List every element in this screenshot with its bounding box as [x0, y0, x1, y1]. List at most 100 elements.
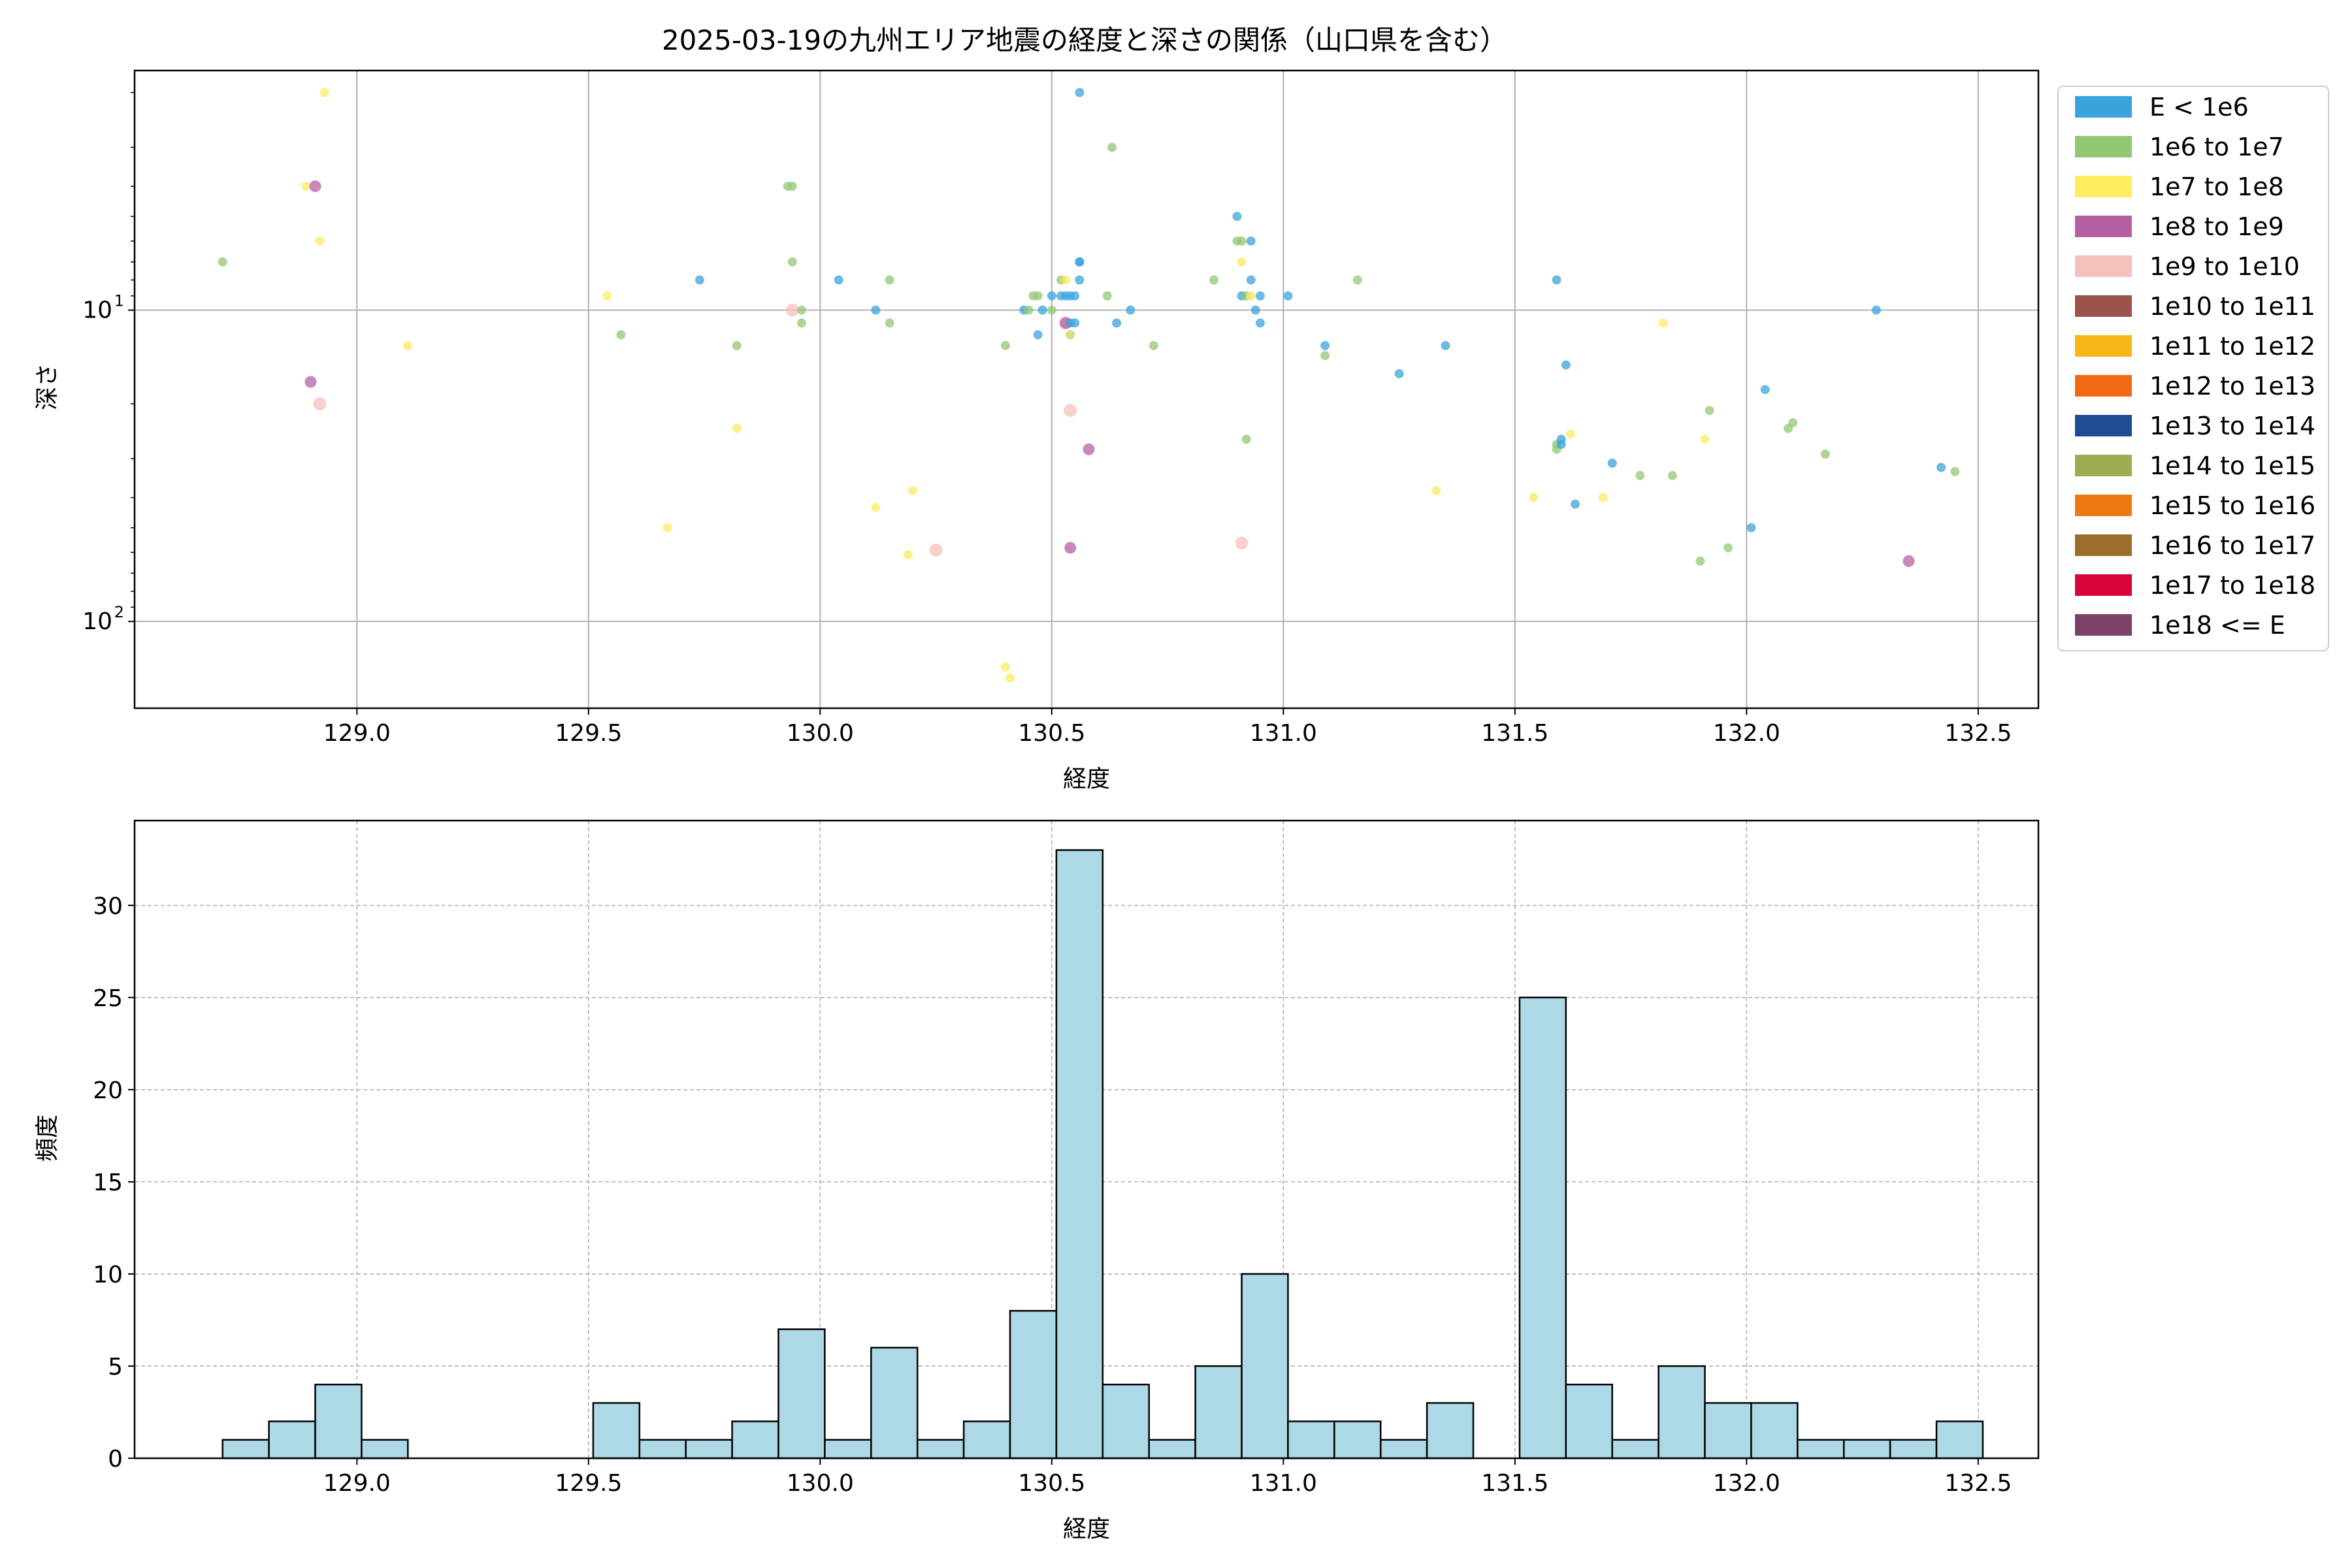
- scatter-point: [787, 182, 797, 191]
- energy-legend: E < 1e6 1e6 to 1e7 1e7 to 1e8 1e8 to 1e9 1e9…: [2057, 86, 2329, 651]
- scatter-point: [1760, 385, 1770, 395]
- scatter-point: [787, 257, 797, 267]
- histogram-bar: [1148, 1439, 1196, 1460]
- histogram-x-tick-label: 130.0: [787, 1470, 854, 1497]
- legend-swatch: [2075, 255, 2132, 277]
- scatter-y-tick-label: 10: [82, 608, 112, 635]
- legend-swatch: [2075, 335, 2132, 357]
- histogram-bar: [592, 1402, 641, 1460]
- histogram-bar: [1565, 1383, 1613, 1460]
- histogram-bar: [1611, 1439, 1659, 1460]
- scatter-point: [1246, 291, 1256, 301]
- legend-label: 1e13 to 1e14: [2149, 412, 2315, 440]
- scatter-point: [871, 502, 881, 512]
- scatter-point: [834, 275, 843, 285]
- histogram-y-tick-label: 5: [108, 1354, 123, 1380]
- histogram-bar: [1704, 1402, 1752, 1460]
- legend-label: 1e14 to 1e15: [2149, 451, 2315, 480]
- histogram-bar: [221, 1439, 270, 1460]
- legend-swatch: [2075, 216, 2132, 237]
- scatter-point: [313, 397, 327, 411]
- figure-title: 2025-03-19の九州エリア地震の経度と深さの関係（山口県を含む）: [662, 24, 1507, 56]
- scatter-points: [218, 88, 1960, 683]
- scatter-y-tick-exponent: 1: [114, 292, 124, 310]
- scatter-point: [1552, 275, 1561, 285]
- histogram-x-tick-label: 130.5: [1018, 1470, 1085, 1497]
- scatter-point: [1561, 360, 1571, 370]
- histogram-x-tick-label: 131.5: [1481, 1470, 1548, 1497]
- histogram-x-tick-label: 129.5: [555, 1470, 622, 1497]
- legend-swatch: [2075, 295, 2132, 317]
- histogram-bar: [1750, 1402, 1799, 1460]
- scatter-point: [1235, 536, 1249, 550]
- scatter-point: [1000, 662, 1010, 672]
- scatter-grid: [135, 71, 2038, 708]
- scatter-point: [1250, 305, 1260, 315]
- scatter-point: [1746, 523, 1756, 532]
- scatter-point: [1598, 493, 1608, 502]
- scatter-point: [1005, 673, 1015, 683]
- scatter-point: [1066, 330, 1075, 340]
- histogram-bar: [1889, 1439, 1938, 1460]
- scatter-point: [315, 236, 325, 246]
- scatter-point: [1047, 305, 1056, 315]
- scatter-point: [403, 340, 413, 350]
- scatter-x-axis-label: 経度: [1063, 766, 1110, 792]
- histogram-bar: [314, 1383, 363, 1460]
- histogram-bar: [1102, 1383, 1150, 1460]
- legend-swatch: [2075, 375, 2132, 397]
- scatter-point: [218, 257, 227, 267]
- legend-swatch: [2075, 176, 2132, 197]
- scatter-point: [1241, 434, 1251, 444]
- scatter-x-tick-label: 131.5: [1481, 720, 1548, 747]
- histogram-bars: [221, 849, 1984, 1460]
- legend-frame: [2057, 86, 2329, 651]
- scatter-point: [1565, 429, 1575, 439]
- scatter-point: [796, 305, 806, 315]
- histogram-bar: [962, 1420, 1011, 1460]
- scatter-point: [1232, 212, 1242, 221]
- scatter-point: [1061, 275, 1071, 285]
- scatter-point: [732, 340, 742, 350]
- scatter-point: [1320, 340, 1330, 350]
- scatter-x-tick-label: 130.5: [1018, 720, 1085, 747]
- scatter-y-axis-label: 深さ: [34, 363, 61, 410]
- scatter-point: [929, 543, 943, 557]
- legend-label: 1e9 to 1e10: [2149, 252, 2300, 281]
- legend-label: 1e8 to 1e9: [2149, 212, 2284, 241]
- scatter-point: [1112, 318, 1122, 328]
- scatter-point: [1820, 449, 1830, 459]
- scatter-point: [1237, 257, 1247, 267]
- scatter-point: [796, 318, 806, 328]
- scatter-y-tick-exponent: 2: [114, 603, 124, 621]
- scatter-axes-frame: [133, 69, 2040, 710]
- histogram-bar: [1194, 1365, 1243, 1460]
- histogram-bar: [824, 1439, 872, 1460]
- scatter-x-tick-label: 129.0: [323, 720, 391, 747]
- scatter-point: [602, 291, 612, 301]
- scatter-point: [885, 318, 894, 328]
- histogram-bar: [916, 1439, 965, 1460]
- scatter-point: [1529, 493, 1539, 502]
- histogram-axes-frame: [133, 819, 2040, 1460]
- histogram-x-axis-label: 経度: [1063, 1516, 1110, 1543]
- scatter-point: [309, 180, 321, 193]
- scatter-point: [1075, 88, 1085, 97]
- legend-swatch: [2075, 534, 2132, 556]
- scatter-point: [1107, 142, 1117, 152]
- scatter-point: [885, 275, 894, 285]
- histogram-y-tick-label: 30: [93, 893, 123, 920]
- scatter-point: [1658, 318, 1668, 328]
- scatter-point: [1033, 291, 1043, 301]
- histogram-x-tick-label: 132.5: [1944, 1470, 2012, 1497]
- scatter-point: [1070, 318, 1080, 328]
- scatter-point: [319, 88, 329, 97]
- scatter-x-tick-label: 132.0: [1713, 720, 1780, 747]
- scatter-x-tick-label: 129.5: [555, 720, 622, 747]
- scatter-point: [1126, 305, 1135, 315]
- legend-swatch: [2075, 574, 2132, 596]
- scatter-point: [904, 549, 913, 559]
- scatter-point: [1075, 275, 1085, 285]
- histogram-x-tick-label: 132.0: [1713, 1470, 1780, 1497]
